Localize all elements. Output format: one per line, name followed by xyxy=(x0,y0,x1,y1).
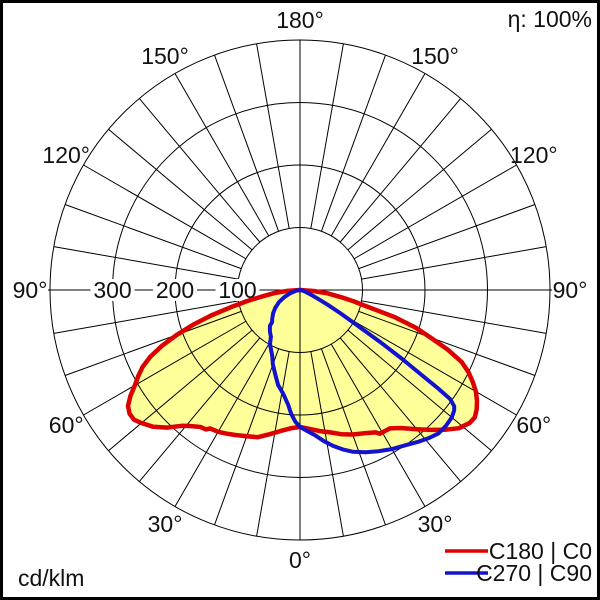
intensity-curves xyxy=(125,287,480,455)
radial-tick-bg xyxy=(90,279,135,301)
grid-spoke xyxy=(256,351,290,537)
grid-spoke xyxy=(83,164,247,260)
grid-spoke xyxy=(138,98,261,243)
grid-spoke xyxy=(310,43,344,229)
angle-labels: 0° 30° 30° 60° 60° 90° 90° 120° 120° 150° 150° 180° xyxy=(13,7,588,573)
legend-label: C180 | C0 xyxy=(489,538,592,564)
grid-spoke xyxy=(174,343,270,507)
legend-label: C270 | C90 xyxy=(476,560,592,586)
curve-c270-c90 xyxy=(267,288,457,455)
legend-item-0: C180 | C0 xyxy=(445,538,592,564)
curve-c180-c0 xyxy=(125,287,480,440)
grid-spoke xyxy=(53,246,239,280)
grid-spoke xyxy=(361,246,547,280)
radial-tick-label: 200 xyxy=(156,277,194,303)
grid-spoke xyxy=(320,54,386,232)
angle-label-150-left: 150° xyxy=(141,43,189,69)
radial-tick-label: 300 xyxy=(93,277,131,303)
intensity-area-1 xyxy=(269,290,455,453)
grid-spoke xyxy=(339,337,462,482)
angle-label-30-right: 30° xyxy=(418,511,453,537)
angle-label-60-right: 60° xyxy=(516,412,551,438)
grid-spoke xyxy=(330,343,426,507)
angle-label-120-right: 120° xyxy=(510,142,558,168)
grid-spoke xyxy=(358,310,536,376)
grid-spoke xyxy=(83,320,247,416)
unit-label: cd/klm xyxy=(18,565,84,591)
efficiency-label: η: 100% xyxy=(508,6,592,32)
angle-label-60-left: 60° xyxy=(49,412,84,438)
grid-spoke xyxy=(347,329,492,452)
grid-spoke xyxy=(64,310,242,376)
grid-spoke xyxy=(339,98,462,243)
legend-item-1: C270 | C90 xyxy=(445,560,592,586)
angle-label-30-left: 30° xyxy=(148,511,183,537)
grid-spoke xyxy=(347,128,492,251)
angle-label-90-right: 90° xyxy=(553,277,588,303)
grid-spoke xyxy=(214,54,280,232)
grid-spoke xyxy=(53,300,239,334)
grid-spoke xyxy=(353,164,517,260)
grid-spoke xyxy=(320,348,386,526)
radial-tick-bg xyxy=(153,279,197,301)
angle-label-90-left: 90° xyxy=(13,277,48,303)
radial-tick-labels: 300 200 100 xyxy=(90,277,260,303)
angle-label-180-right: 180° xyxy=(276,7,324,33)
grid-spoke xyxy=(353,320,517,416)
angle-label-120-left: 120° xyxy=(42,142,90,168)
grid-spoke xyxy=(330,73,426,237)
grid-spoke xyxy=(64,204,242,270)
angle-label-150-right: 150° xyxy=(411,43,459,69)
grid-spoke xyxy=(256,43,290,229)
grid-spoke xyxy=(174,73,270,237)
grid-spoke xyxy=(361,300,547,334)
radial-tick-bg xyxy=(215,279,260,301)
grid-spoke xyxy=(108,128,253,251)
grid-spoke xyxy=(108,329,253,452)
intensity-fill-layer xyxy=(128,290,477,453)
grid-spoke xyxy=(138,337,261,482)
grid-spoke xyxy=(358,204,536,270)
angle-label-0-right: 0° xyxy=(289,547,311,573)
